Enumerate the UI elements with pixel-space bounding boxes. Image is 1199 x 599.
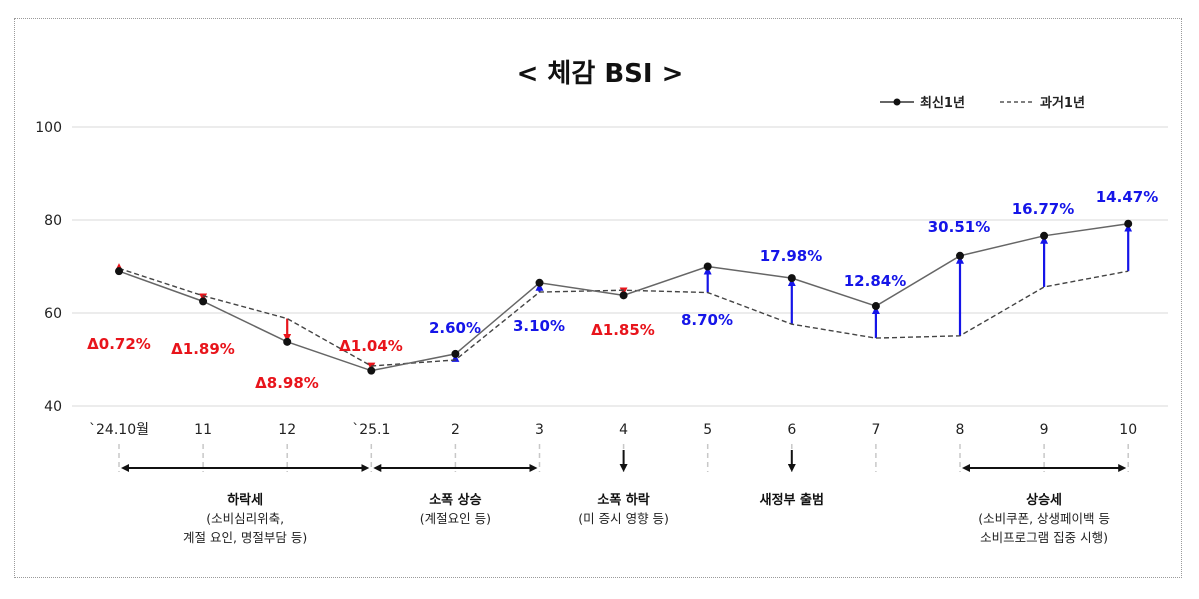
period-annotations: 하락세 (소비심리위축, 계절 요인, 명절부담 등) 소폭 상승 (계절요인 등) 소폭…: [121, 450, 1127, 545]
data-point-current: [787, 274, 796, 283]
data-point-current: [367, 366, 376, 375]
data-point-current: [871, 302, 880, 311]
difference-label: Δ1.89%: [171, 340, 235, 358]
x-tick-label: 8: [956, 422, 965, 438]
difference-label: 2.60%: [429, 319, 481, 337]
x-tick-label: `24.10월: [89, 422, 149, 438]
period-note: (소비심리위축,: [206, 511, 284, 526]
difference-labels: Δ0.72% Δ1.89% Δ8.98% Δ1.04% 2.60% 3.10% Δ1.85%…: [87, 188, 1158, 392]
data-point-current: [703, 262, 712, 271]
grid: 40 60 80 100 `24.10월 11 12 `25.1 2 3 4 5 6 7 8 9 10: [35, 120, 1168, 472]
data-point-current: [283, 337, 292, 346]
period-note: (미 증시 영향 등): [578, 511, 669, 526]
period-note: 계절 요인, 명절부담 등): [183, 530, 307, 545]
period-note: (계절요인 등): [420, 511, 491, 526]
difference-label: Δ8.98%: [255, 374, 319, 392]
legend-label-past: 과거1년: [1040, 96, 1085, 111]
series-line-past: [118, 267, 1129, 367]
y-tick-label: 80: [44, 213, 62, 229]
y-tick-label: 40: [44, 399, 62, 415]
difference-label: 30.51%: [928, 218, 990, 236]
x-tick-label: 3: [535, 422, 544, 438]
legend-marker-current: [893, 98, 901, 106]
data-point-current: [1124, 219, 1133, 228]
y-tick-label: 60: [44, 306, 62, 322]
difference-label: Δ0.72%: [87, 335, 151, 353]
x-tick-label: 2: [451, 422, 460, 438]
x-tick-label: 4: [619, 422, 628, 438]
period-title: 소폭 하락: [597, 492, 649, 508]
period-note: (소비쿠폰, 상생페이백 등: [978, 511, 1110, 526]
difference-label: 8.70%: [681, 311, 733, 329]
period-title: 소폭 상승: [429, 493, 481, 508]
x-tick-label: 7: [871, 422, 880, 438]
difference-label: 17.98%: [760, 247, 822, 265]
legend-label-current: 최신1년: [920, 96, 965, 111]
x-tick-label: 10: [1119, 422, 1137, 438]
chart-title: < 체감 BSI >: [517, 59, 684, 89]
x-tick-label: 9: [1040, 422, 1049, 438]
data-point-current: [535, 278, 544, 287]
difference-label: 14.47%: [1096, 188, 1158, 206]
period-title: 새정부 출범: [760, 492, 824, 508]
x-tick-label: 6: [787, 422, 796, 438]
difference-label: 12.84%: [844, 272, 906, 290]
x-tick-label: 12: [278, 422, 296, 438]
y-tick-label: 100: [35, 120, 62, 136]
x-tick-label: 5: [703, 422, 712, 438]
period-note: 소비프로그램 집중 시행): [980, 530, 1108, 545]
data-point-current: [956, 251, 964, 260]
series-lines: [115, 219, 1133, 375]
period-title: 상승세: [1026, 493, 1062, 508]
x-tick-label: `25.1: [352, 422, 390, 438]
difference-label: Δ1.85%: [591, 321, 655, 339]
legend: 최신1년 과거1년: [880, 96, 1085, 111]
data-point-current: [199, 297, 208, 306]
difference-label: 16.77%: [1012, 200, 1074, 218]
difference-label: 3.10%: [513, 317, 565, 335]
period-title: 하락세: [227, 492, 263, 508]
data-point-current: [115, 267, 123, 276]
data-point-current: [619, 291, 628, 300]
chart-frame: [14, 18, 1182, 578]
data-point-current: [1040, 231, 1049, 240]
difference-label: Δ1.04%: [339, 337, 403, 355]
x-tick-label: 11: [194, 422, 212, 438]
data-point-current: [451, 349, 460, 358]
